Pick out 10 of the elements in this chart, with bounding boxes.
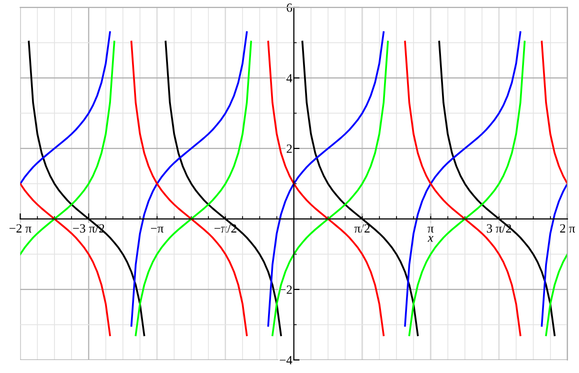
y-tick-label: −4 bbox=[280, 356, 292, 364]
y-tick-label: 4 bbox=[286, 74, 292, 82]
x-tick-label: 2 π bbox=[560, 224, 576, 233]
y-tick-label: −2 bbox=[280, 286, 292, 294]
x-tick-label: π bbox=[428, 226, 434, 233]
y-tick-label: 2 bbox=[286, 144, 292, 153]
x-tick-label: π/2 bbox=[354, 224, 370, 233]
x-axis-title: x bbox=[428, 236, 434, 242]
x-tick-label: −π bbox=[150, 226, 164, 233]
x-tick-label: −2 π bbox=[10, 224, 32, 233]
